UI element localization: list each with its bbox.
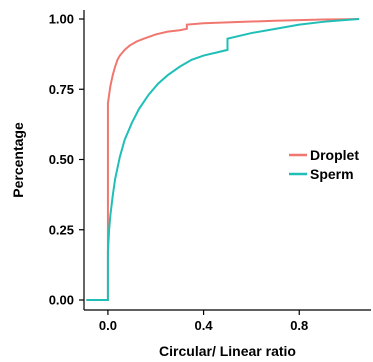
legend-label-droplet: Droplet [310, 147, 359, 163]
y-axis-title: Percentage [10, 122, 26, 198]
x-axis-title: Circular/ Linear ratio [159, 343, 296, 359]
legend-label-sperm: Sperm [310, 166, 354, 182]
y-axis-ticks: 0.00 0.25 0.50 0.75 1.00 [49, 12, 84, 308]
x-tick-label-2: 0.8 [290, 318, 308, 333]
y-tick-label-2: 0.50 [49, 152, 74, 167]
x-axis-ticks: 0.0 0.4 0.8 [99, 310, 308, 333]
x-tick-label-1: 0.4 [195, 318, 214, 333]
y-tick-label-4: 1.00 [49, 12, 74, 27]
series-line-droplet [86, 18, 360, 301]
y-tick-label-0: 0.00 [49, 293, 74, 308]
series-line-sperm [86, 18, 360, 301]
x-tick-label-0: 0.0 [99, 318, 117, 333]
legend: Droplet Sperm [289, 147, 359, 182]
y-tick-label-3: 0.75 [49, 82, 74, 97]
plot-area [86, 18, 360, 301]
y-tick-label-1: 0.25 [49, 222, 74, 237]
